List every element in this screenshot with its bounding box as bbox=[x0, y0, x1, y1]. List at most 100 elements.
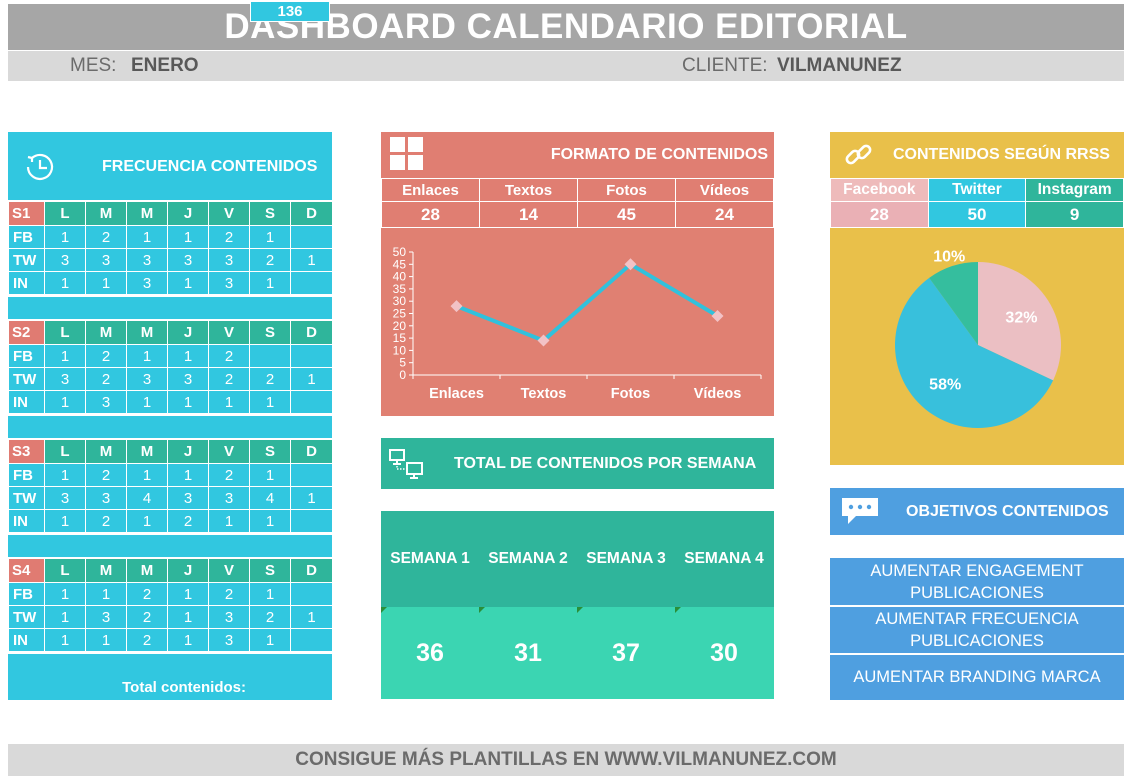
frequency-cell[interactable]: 3 bbox=[85, 390, 127, 414]
frequency-cell[interactable]: 1 bbox=[44, 463, 86, 487]
frequency-cell[interactable]: 1 bbox=[290, 248, 333, 272]
frequency-cell[interactable]: 2 bbox=[85, 225, 127, 249]
frequency-cell[interactable]: 3 bbox=[208, 271, 250, 295]
frequency-cell[interactable]: 1 bbox=[208, 390, 250, 414]
week-label: S3 bbox=[8, 439, 45, 464]
frequency-cell[interactable]: 3 bbox=[208, 486, 250, 510]
frequency-cell[interactable] bbox=[290, 463, 333, 487]
frequency-cell[interactable]: 1 bbox=[208, 509, 250, 533]
frequency-cell[interactable] bbox=[290, 582, 333, 606]
frequency-cell[interactable] bbox=[290, 390, 333, 414]
frequency-cell[interactable]: 1 bbox=[126, 509, 168, 533]
data-point bbox=[450, 300, 463, 313]
y-tick-label: 50 bbox=[393, 245, 407, 259]
frequency-cell[interactable]: 1 bbox=[44, 582, 86, 606]
frequency-cell[interactable]: 1 bbox=[167, 344, 209, 368]
frequency-cell[interactable]: 1 bbox=[126, 344, 168, 368]
frequency-cell[interactable]: 3 bbox=[85, 486, 127, 510]
frequency-cell[interactable]: 1 bbox=[290, 367, 333, 391]
frequency-cell[interactable]: 3 bbox=[208, 628, 250, 652]
day-header: V bbox=[208, 558, 250, 583]
frequency-cell[interactable]: 2 bbox=[126, 628, 168, 652]
y-tick-label: 15 bbox=[393, 331, 407, 345]
frequency-cell[interactable] bbox=[290, 344, 333, 368]
week-gap bbox=[8, 535, 332, 557]
frequency-cell[interactable]: 3 bbox=[167, 248, 209, 272]
frequency-cell[interactable]: 3 bbox=[208, 248, 250, 272]
frequency-cell[interactable]: 1 bbox=[167, 463, 209, 487]
frequency-cell[interactable]: 2 bbox=[85, 344, 127, 368]
frequency-cell[interactable] bbox=[290, 225, 333, 249]
frequency-cell[interactable]: 1 bbox=[167, 225, 209, 249]
frequency-cell[interactable]: 2 bbox=[167, 509, 209, 533]
frequency-cell[interactable]: 1 bbox=[167, 628, 209, 652]
frequency-cell[interactable]: 1 bbox=[85, 582, 127, 606]
frequency-cell[interactable]: 1 bbox=[44, 628, 86, 652]
frequency-cell[interactable]: 2 bbox=[208, 344, 250, 368]
cell-marker bbox=[675, 607, 681, 613]
frequency-cell[interactable]: 1 bbox=[249, 390, 291, 414]
frequency-week-table: S2 L M M J V S D FB 1 2 1 1 2 TW 3 2 3 3 2 2 1 IN 1 3 1 1 1 1 bbox=[8, 320, 333, 414]
footer-link[interactable]: CONSIGUE MÁS PLANTILLAS EN WWW.VILMANUNE… bbox=[8, 744, 1124, 776]
frequency-cell[interactable]: 1 bbox=[126, 225, 168, 249]
frequency-cell[interactable]: 1 bbox=[249, 271, 291, 295]
frequency-cell[interactable]: 1 bbox=[44, 225, 86, 249]
frequency-cell[interactable]: 3 bbox=[126, 367, 168, 391]
frequency-cell[interactable]: 1 bbox=[44, 390, 86, 414]
frequency-cell[interactable]: 1 bbox=[290, 605, 333, 629]
frequency-cell[interactable]: 3 bbox=[208, 605, 250, 629]
frequency-cell[interactable]: 1 bbox=[44, 344, 86, 368]
frequency-cell[interactable]: 3 bbox=[44, 367, 86, 391]
frequency-cell[interactable]: 2 bbox=[126, 582, 168, 606]
week-value: 37 bbox=[612, 639, 640, 667]
frequency-cell[interactable]: 1 bbox=[85, 628, 127, 652]
frequency-cell[interactable]: 1 bbox=[249, 225, 291, 249]
frequency-cell[interactable]: 2 bbox=[85, 509, 127, 533]
frequency-cell[interactable] bbox=[290, 628, 333, 652]
frequency-cell[interactable]: 1 bbox=[44, 509, 86, 533]
frequency-cell[interactable]: 4 bbox=[126, 486, 168, 510]
frequency-cell[interactable]: 2 bbox=[208, 367, 250, 391]
frequency-cell[interactable]: 1 bbox=[126, 463, 168, 487]
frequency-cell[interactable]: 1 bbox=[44, 271, 86, 295]
frequency-cell[interactable]: 3 bbox=[85, 605, 127, 629]
frequency-cell[interactable] bbox=[249, 344, 291, 368]
frequency-cell[interactable]: 2 bbox=[249, 367, 291, 391]
frequency-cell[interactable]: 3 bbox=[126, 248, 168, 272]
frequency-cell[interactable]: 1 bbox=[249, 463, 291, 487]
frequency-cell[interactable]: 1 bbox=[249, 628, 291, 652]
day-header: M bbox=[85, 439, 127, 464]
frequency-cell[interactable]: 1 bbox=[85, 271, 127, 295]
frequency-cell[interactable]: 1 bbox=[249, 509, 291, 533]
frequency-cell[interactable]: 1 bbox=[167, 605, 209, 629]
frequency-cell[interactable]: 3 bbox=[44, 486, 86, 510]
format-value: 45 bbox=[577, 201, 676, 228]
frequency-cell[interactable]: 2 bbox=[126, 605, 168, 629]
frequency-cell[interactable]: 2 bbox=[208, 463, 250, 487]
frequency-cell[interactable]: 1 bbox=[126, 390, 168, 414]
frequency-cell[interactable]: 3 bbox=[85, 248, 127, 272]
frequency-cell[interactable]: 2 bbox=[249, 248, 291, 272]
frequency-cell[interactable]: 1 bbox=[290, 486, 333, 510]
frequency-cell[interactable] bbox=[290, 271, 333, 295]
format-value: 14 bbox=[479, 201, 578, 228]
frequency-cell[interactable]: 1 bbox=[167, 390, 209, 414]
frequency-cell[interactable]: 3 bbox=[167, 367, 209, 391]
frequency-cell[interactable]: 2 bbox=[85, 463, 127, 487]
frequency-cell[interactable]: 2 bbox=[249, 605, 291, 629]
devices-icon bbox=[389, 449, 423, 479]
frequency-cell[interactable]: 1 bbox=[167, 582, 209, 606]
frequency-cell[interactable] bbox=[290, 509, 333, 533]
frequency-cell[interactable]: 1 bbox=[167, 271, 209, 295]
frequency-cell[interactable]: 3 bbox=[167, 486, 209, 510]
frequency-cell[interactable]: 4 bbox=[249, 486, 291, 510]
frequency-cell[interactable]: 1 bbox=[249, 582, 291, 606]
frequency-cell[interactable]: 2 bbox=[208, 582, 250, 606]
frequency-cell[interactable]: 1 bbox=[44, 605, 86, 629]
frequency-cell[interactable]: 2 bbox=[208, 225, 250, 249]
frequency-cell[interactable]: 3 bbox=[44, 248, 86, 272]
format-line-chart: 0 5 10 15 20 25 30 35 40 45 50 Enlaces Textos Fotos Ví… bbox=[381, 228, 774, 416]
frequency-cell[interactable]: 2 bbox=[85, 367, 127, 391]
frequency-cell[interactable]: 3 bbox=[126, 271, 168, 295]
